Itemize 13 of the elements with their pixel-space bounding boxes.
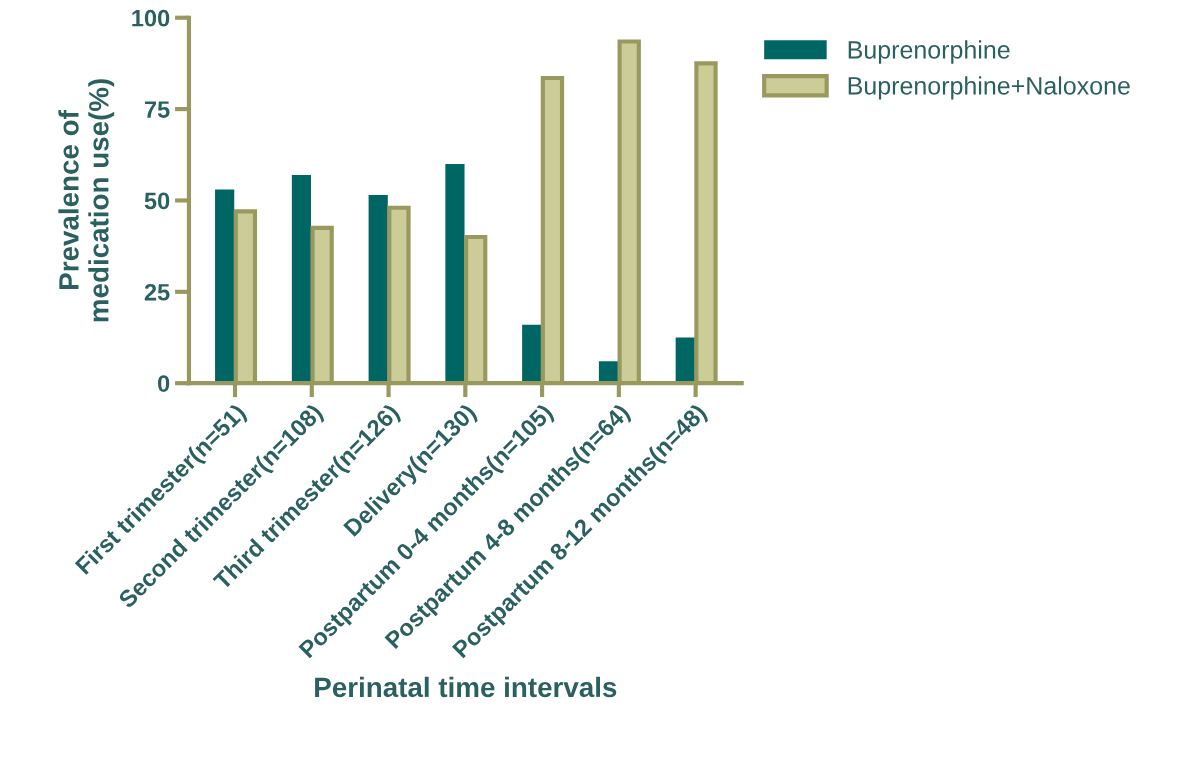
y-tick-label: 50 xyxy=(144,192,170,210)
x-axis-title: Perinatal time intervals xyxy=(315,676,617,698)
legend-label: Buprenorphine+Naloxone xyxy=(848,76,1130,100)
y-tick-label: 75 xyxy=(144,101,170,118)
bar xyxy=(598,361,619,384)
bar xyxy=(368,194,388,384)
y-axis-title: Prevalence of medication use(%) xyxy=(58,79,115,322)
legend-label: Buprenorphine xyxy=(848,40,1010,64)
bar xyxy=(291,174,312,384)
y-tick-label: 100 xyxy=(132,9,170,27)
y-tick-label: 25 xyxy=(144,283,170,301)
y-tick-label: 0 xyxy=(158,375,170,392)
bar xyxy=(522,324,542,384)
